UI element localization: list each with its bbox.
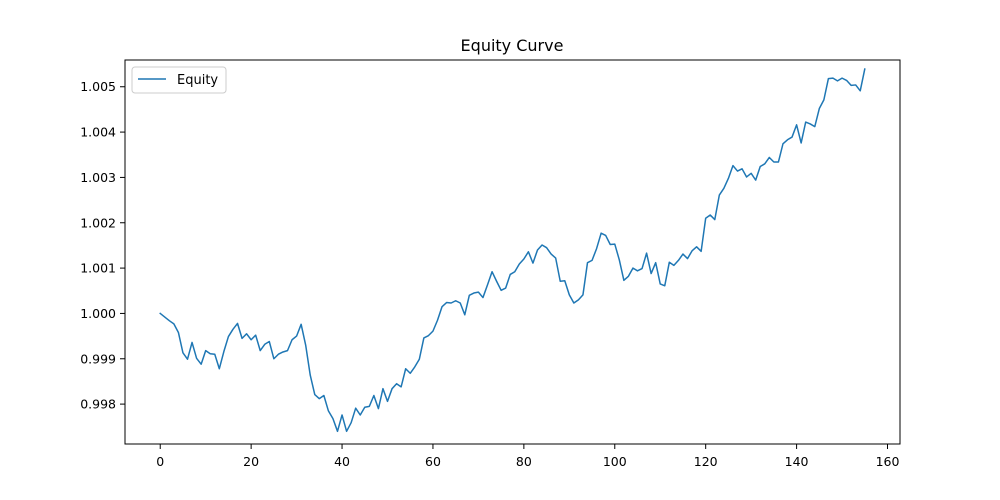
chart-title: Equity Curve bbox=[461, 36, 564, 55]
x-tick-label: 80 bbox=[516, 454, 532, 469]
equity-series-line bbox=[159, 68, 866, 433]
y-tick-label: 1.000 bbox=[80, 306, 116, 321]
plot-frame bbox=[124, 59, 901, 445]
x-tick-label: 140 bbox=[785, 454, 809, 469]
legend-box bbox=[131, 66, 227, 94]
legend: Equity bbox=[131, 66, 227, 94]
x-tick-label: 120 bbox=[694, 454, 718, 469]
x-tick-label: 40 bbox=[334, 454, 350, 469]
x-tick-label: 20 bbox=[243, 454, 259, 469]
y-tick-label: 1.001 bbox=[80, 261, 116, 276]
y-tick-label: 0.998 bbox=[80, 397, 116, 412]
x-tick-label: 0 bbox=[156, 454, 164, 469]
x-tick-label: 160 bbox=[876, 454, 900, 469]
x-axis: 0 20 40 60 80 100 120 140 160 bbox=[156, 444, 899, 469]
x-tick-label: 100 bbox=[603, 454, 627, 469]
y-tick-label: 1.005 bbox=[80, 79, 116, 94]
x-tick-label: 60 bbox=[425, 454, 441, 469]
y-tick-label: 1.003 bbox=[80, 170, 116, 185]
y-tick-label: 1.004 bbox=[80, 125, 116, 140]
y-axis: 0.998 0.999 1.000 1.001 1.002 1.003 1.004 1.005 bbox=[80, 79, 125, 412]
legend-label-equity: Equity bbox=[177, 73, 218, 88]
plot-area bbox=[125, 60, 900, 444]
y-tick-label: 1.002 bbox=[80, 215, 116, 230]
y-tick-label: 0.999 bbox=[80, 351, 116, 366]
